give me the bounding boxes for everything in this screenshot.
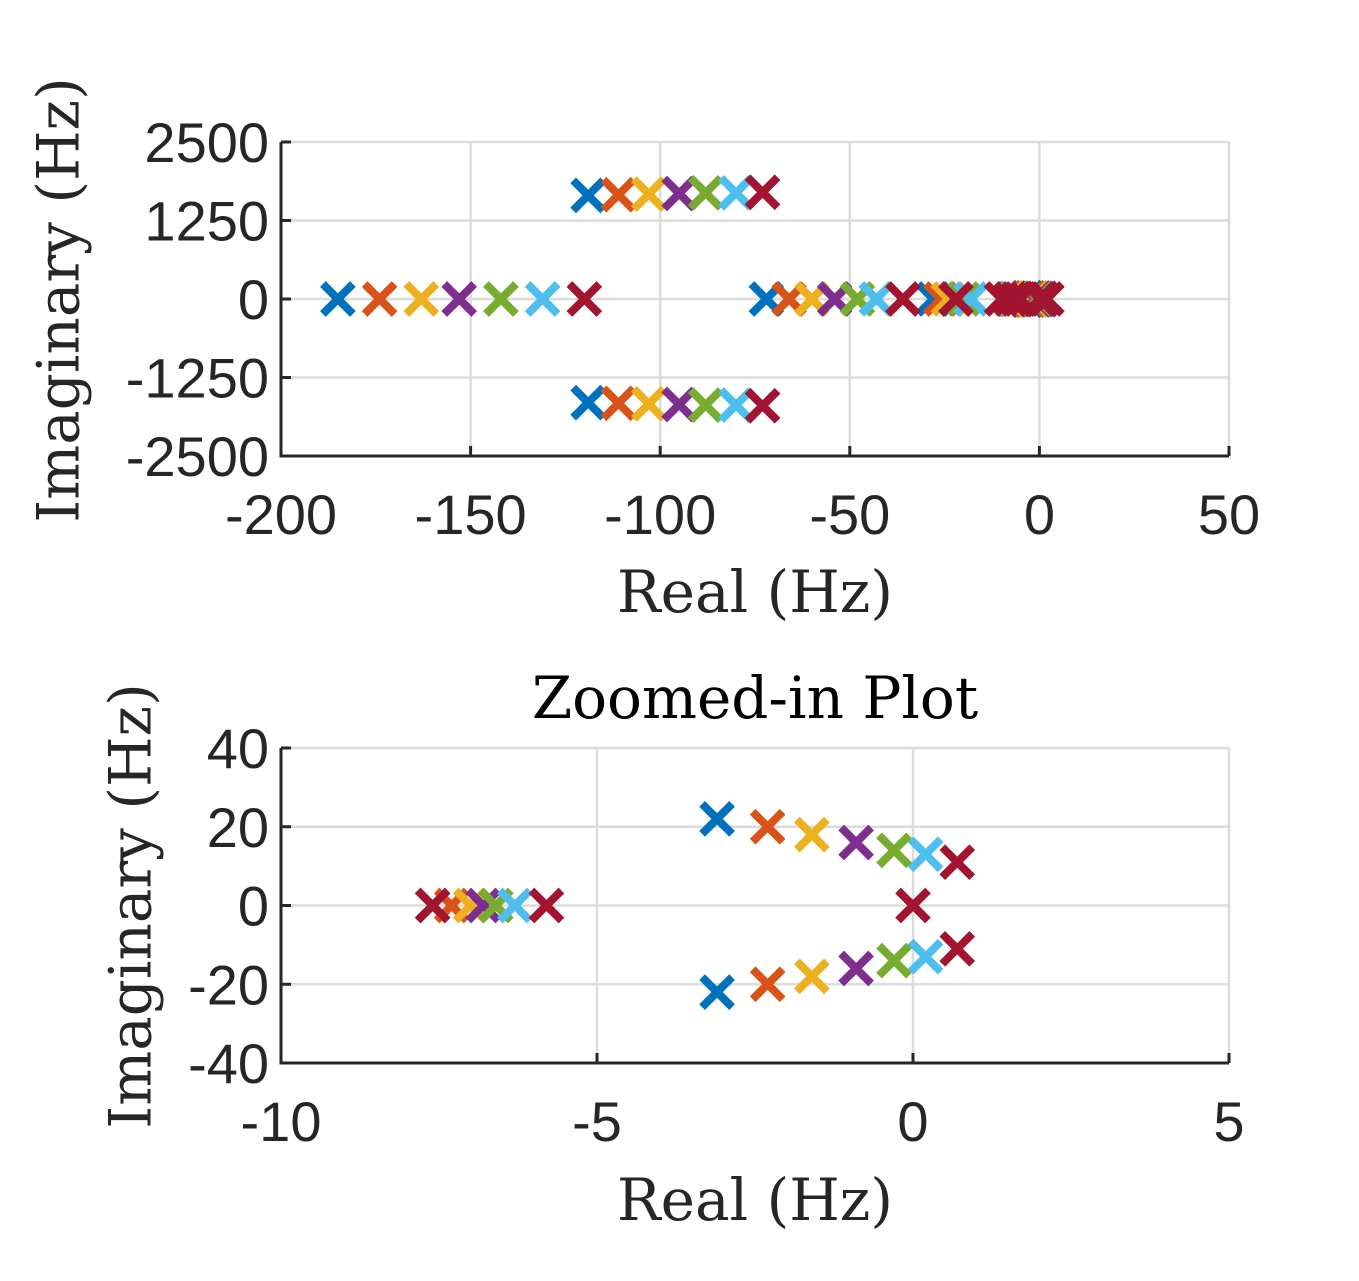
pole-marker bbox=[718, 175, 754, 211]
x-axis-label: Real (Hz) bbox=[617, 1166, 893, 1234]
pole-marker bbox=[992, 281, 1029, 317]
pole-marker bbox=[414, 887, 451, 924]
y-tick-label: 1250 bbox=[144, 190, 269, 253]
y-axis-label: Imaginary (Hz) bbox=[24, 77, 92, 522]
pole-marker bbox=[749, 808, 786, 845]
pole-marker bbox=[794, 816, 830, 853]
pole-marker bbox=[566, 281, 603, 317]
pole-marker bbox=[838, 824, 874, 861]
pole-marker bbox=[483, 281, 519, 317]
pole-marker bbox=[895, 887, 931, 924]
x-tick-label: 5 bbox=[1213, 1090, 1244, 1153]
pole-marker bbox=[320, 281, 356, 317]
pole-marker bbox=[497, 887, 533, 924]
pole-marker bbox=[524, 281, 561, 317]
y-tick-label: -20 bbox=[188, 953, 269, 1016]
pole-marker bbox=[570, 177, 606, 214]
y-tick-label: 40 bbox=[207, 717, 269, 780]
pole-map-full: -200 -150 -100 -50 0 50 2500 1250 0 -1250 -2500 Rea… bbox=[24, 77, 1260, 626]
pole-marker bbox=[687, 387, 724, 423]
pole-marker bbox=[1024, 281, 1060, 318]
pole-marker bbox=[749, 966, 786, 1003]
x-tick-label: 50 bbox=[1198, 483, 1260, 546]
pole-marker bbox=[907, 938, 944, 975]
pole-marker bbox=[687, 175, 724, 211]
y-tick-label: -1250 bbox=[126, 347, 269, 410]
y-tick-label: -40 bbox=[188, 1032, 269, 1095]
pole-marker bbox=[528, 887, 565, 924]
pole-marker bbox=[744, 174, 781, 211]
pole-marker bbox=[876, 832, 912, 869]
x-tick-label: 0 bbox=[1024, 483, 1055, 546]
pole-marker bbox=[945, 281, 982, 317]
pole-marker bbox=[361, 281, 398, 317]
pole-marker bbox=[699, 801, 735, 837]
pole-marker bbox=[876, 942, 912, 979]
x-tick-label: 0 bbox=[897, 1090, 928, 1153]
y-tick-label: 20 bbox=[207, 796, 269, 859]
pole-marker bbox=[939, 930, 976, 967]
pole-marker bbox=[858, 281, 895, 317]
pole-marker bbox=[838, 950, 874, 987]
pole-marker bbox=[744, 387, 781, 424]
pole-marker bbox=[885, 281, 921, 317]
pole-marker bbox=[403, 281, 440, 317]
pole-marker bbox=[661, 175, 697, 212]
y-tick-label: -2500 bbox=[126, 425, 269, 488]
pole-marker bbox=[661, 386, 697, 423]
pole-marker bbox=[907, 836, 944, 873]
pole-marker bbox=[630, 176, 667, 212]
pole-marker bbox=[441, 281, 478, 317]
x-tick-label: -150 bbox=[415, 483, 527, 546]
y-tick-label: 2500 bbox=[144, 111, 269, 174]
y-tick-label: 0 bbox=[238, 268, 269, 331]
pole-marker bbox=[938, 281, 974, 317]
x-tick-label: -5 bbox=[572, 1090, 622, 1153]
x-tick-label: -50 bbox=[809, 483, 890, 546]
pole-marker bbox=[600, 176, 637, 213]
pole-marker bbox=[718, 387, 754, 423]
chart-title: Zoomed-in Plot bbox=[532, 664, 978, 732]
pole-marker bbox=[465, 887, 502, 924]
pole-map-zoomed: -10 -5 0 5 40 20 0 -20 -40 Real (Hz) Imaginary (Hz… bbox=[96, 664, 1244, 1234]
pole-marker bbox=[570, 384, 606, 421]
pole-marker bbox=[794, 958, 830, 995]
x-tick-label: -10 bbox=[241, 1090, 322, 1153]
x-tick-label: -100 bbox=[604, 483, 716, 546]
x-tick-label: -200 bbox=[225, 483, 337, 546]
y-tick-label: 0 bbox=[238, 875, 269, 938]
y-axis-label: Imaginary (Hz) bbox=[96, 683, 164, 1128]
pole-marker bbox=[600, 385, 637, 422]
pole-marker bbox=[630, 386, 667, 422]
x-axis-label: Real (Hz) bbox=[617, 558, 893, 626]
pole-marker bbox=[939, 844, 976, 881]
pole-marker bbox=[699, 974, 735, 1010]
